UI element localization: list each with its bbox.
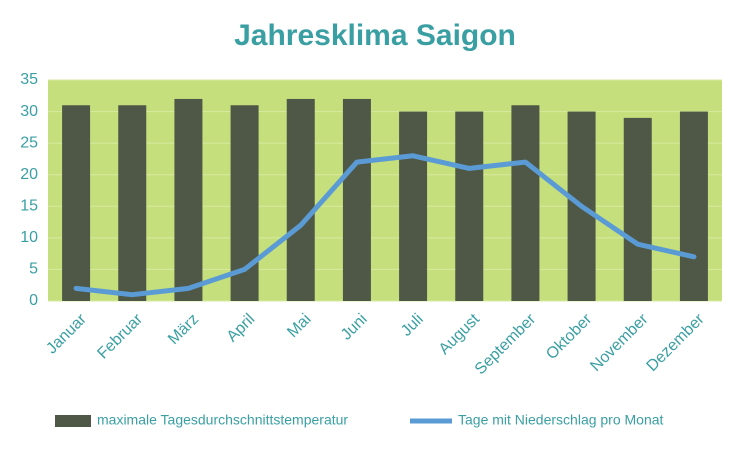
- x-tick-label: Juli: [398, 311, 427, 340]
- legend-label: Tage mit Niederschlag pro Monat: [458, 412, 664, 428]
- bar: [399, 111, 428, 301]
- x-tick-label: Oktober: [543, 310, 596, 363]
- y-tick-label: 10: [20, 229, 38, 246]
- y-tick-label: 20: [20, 166, 38, 183]
- legend-marker: [55, 415, 91, 427]
- line: [73, 153, 697, 298]
- x-tick-label: August: [436, 310, 484, 358]
- bar: [455, 111, 484, 301]
- bar: [62, 105, 91, 301]
- legend-label: maximale Tagesdurchschnittstemperatur: [97, 412, 348, 428]
- bar: [679, 111, 708, 301]
- x-tick-label: März: [165, 311, 202, 348]
- bar: [511, 105, 540, 301]
- bar: [623, 117, 652, 301]
- x-tick-label: Februar: [94, 310, 146, 362]
- x-tick-label: April: [224, 311, 259, 346]
- bar: [174, 98, 203, 301]
- bar: [342, 98, 371, 301]
- y-tick-label: 30: [20, 103, 38, 120]
- x-tick-label: Juni: [338, 311, 371, 344]
- x-tick-label: September: [472, 310, 540, 378]
- y-tick-label: 25: [20, 134, 38, 151]
- x-tick-label: November: [587, 310, 652, 375]
- bar: [286, 98, 315, 301]
- bar: [118, 105, 147, 301]
- chart-title: Jahresklima Saigon: [234, 19, 516, 52]
- plot-area: [48, 80, 722, 301]
- y-tick-label: 5: [29, 261, 38, 278]
- y-tick-label: 15: [20, 198, 38, 215]
- x-tick-label: Mai: [284, 311, 314, 341]
- y-tick-label: 0: [29, 292, 38, 309]
- y-tick-label: 35: [20, 71, 38, 88]
- x-tick-label: Januar: [43, 310, 90, 357]
- x-tick-label: Dezember: [644, 310, 709, 375]
